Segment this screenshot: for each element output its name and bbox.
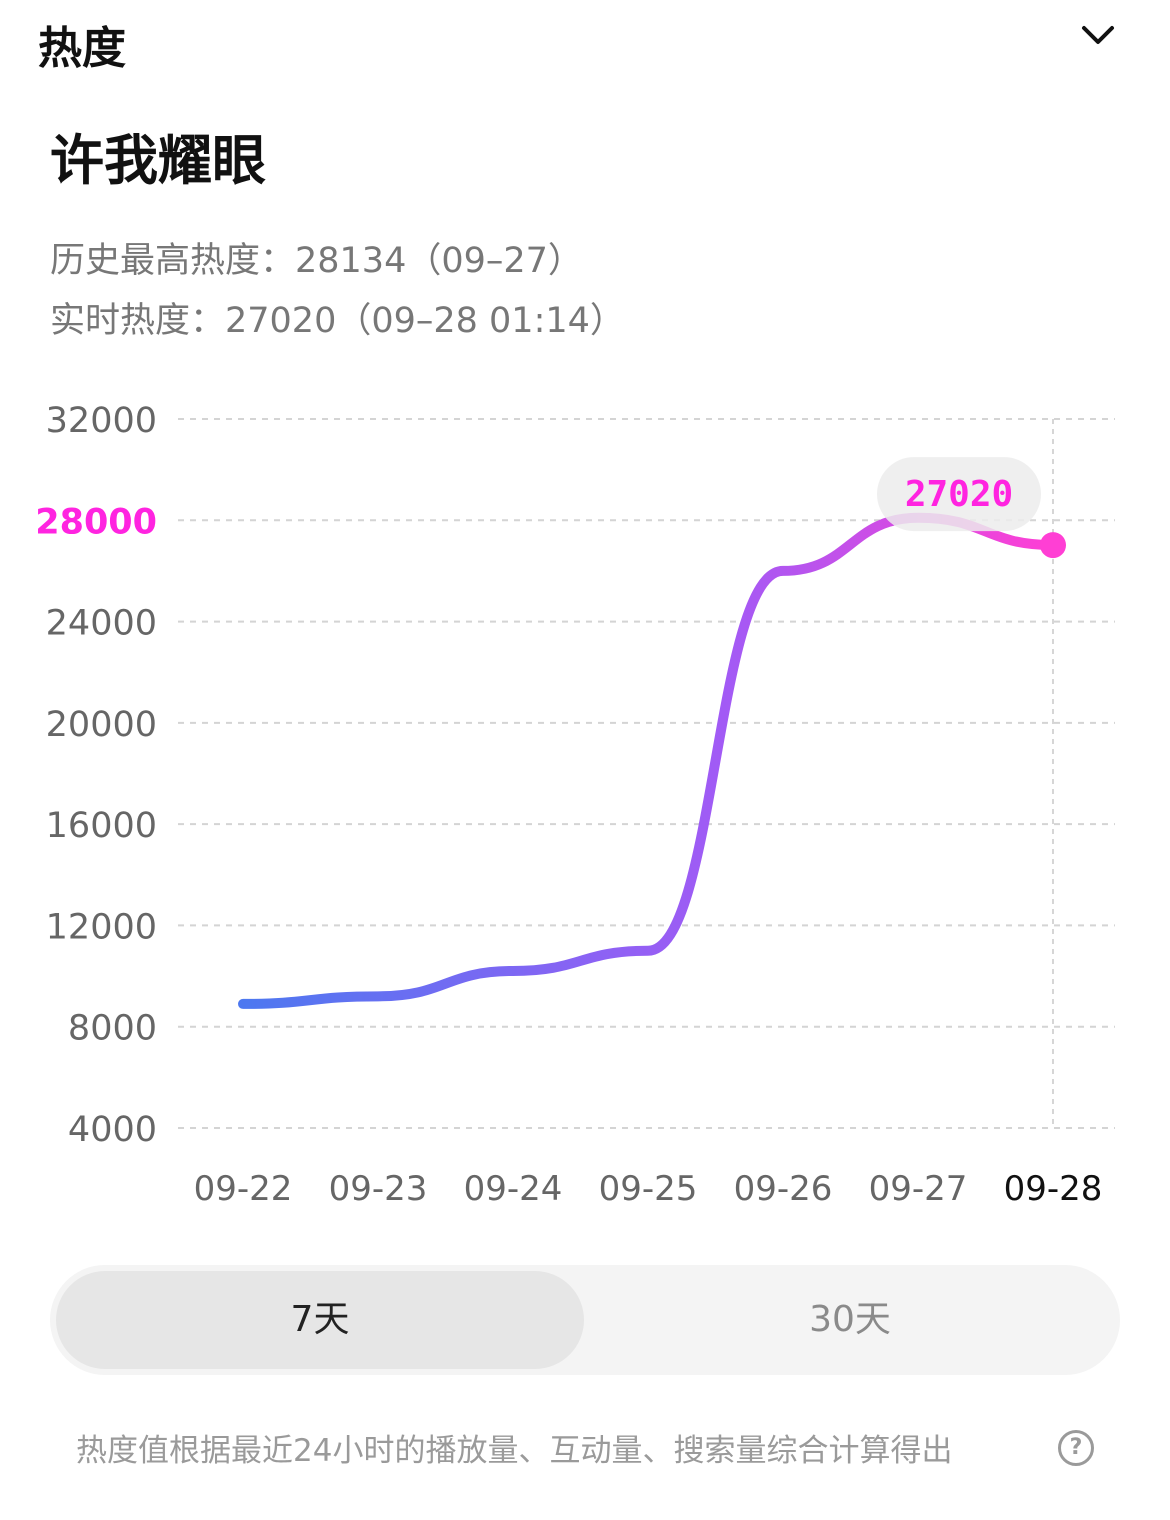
heat-footnote: 热度值根据最近24小时的播放量、互动量、搜索量综合计算得出 bbox=[76, 1433, 953, 1469]
x-tick-label: 09-22 bbox=[194, 1169, 293, 1209]
x-tick-label: 09-25 bbox=[599, 1169, 698, 1209]
chevron-down-icon[interactable] bbox=[1076, 18, 1120, 54]
realtime-heat-stat: 实时热度：27020（09–28 01:14） bbox=[50, 301, 625, 341]
tab-7-days[interactable]: 7天 bbox=[56, 1271, 584, 1369]
current-value-badge bbox=[877, 457, 1041, 532]
y-tick-label: 8000 bbox=[68, 1009, 157, 1049]
y-tick-label: 12000 bbox=[46, 907, 157, 947]
y-tick-label: 4000 bbox=[68, 1110, 157, 1150]
current-point-marker bbox=[1040, 532, 1066, 559]
header-title: 热度 bbox=[38, 23, 126, 74]
y-tick-label: 20000 bbox=[46, 705, 157, 745]
heat-line-chart: 4000 8000 12000 16000 20000 24000 28000 32000 0… bbox=[35, 401, 1115, 1209]
y-tick-label: 28000 bbox=[35, 502, 157, 542]
x-tick-label: 09-27 bbox=[869, 1169, 968, 1209]
x-tick-label: 09-26 bbox=[734, 1169, 833, 1209]
show-title: 许我耀眼 bbox=[50, 129, 266, 192]
y-tick-label: 16000 bbox=[46, 806, 157, 846]
x-tick-label: 09-23 bbox=[329, 1169, 428, 1209]
current-value-label: 27020 bbox=[905, 474, 1013, 515]
x-tick-label: 09-28 bbox=[1004, 1169, 1103, 1209]
series-line bbox=[238, 512, 1058, 1009]
tab-30-days[interactable]: 30天 bbox=[809, 1299, 891, 1340]
x-tick-label: 09-24 bbox=[464, 1169, 563, 1209]
peak-heat-stat: 历史最高热度：28134（09–27） bbox=[50, 241, 583, 281]
help-circle-icon[interactable]: ? bbox=[1058, 1430, 1094, 1466]
range-selector: 7天 30天 bbox=[50, 1265, 1120, 1375]
y-tick-label: 24000 bbox=[46, 604, 157, 644]
y-tick-label: 32000 bbox=[46, 401, 157, 441]
header: 热度 bbox=[0, 0, 1170, 80]
